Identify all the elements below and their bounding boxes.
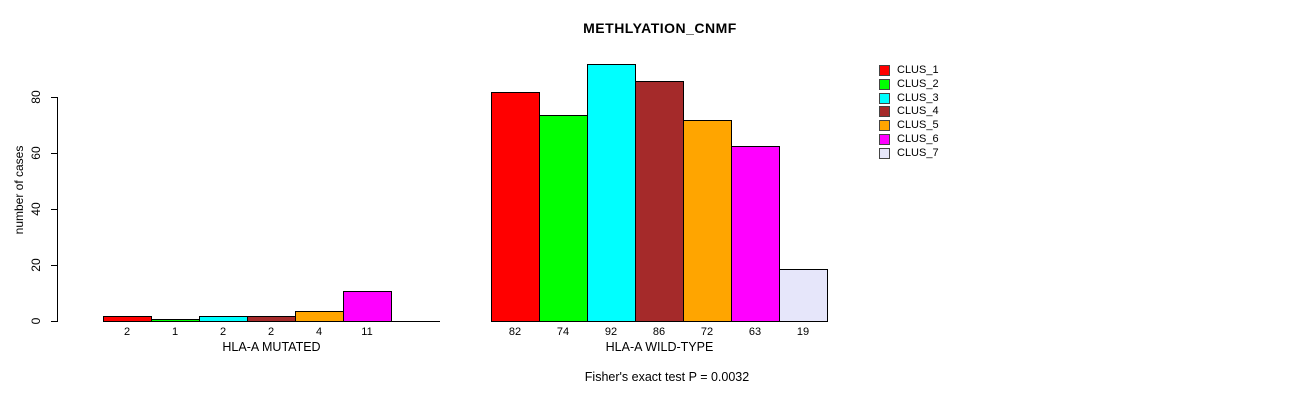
legend-swatch-clus_1 — [879, 65, 890, 76]
bar-value-label: 11 — [361, 326, 373, 338]
y-axis-tick — [51, 209, 57, 210]
legend-label: CLUS_2 — [897, 77, 939, 90]
x-axis-group-label: HLA-A WILD-TYPE — [605, 340, 714, 354]
bar-value-label: 2 — [123, 326, 131, 338]
y-axis-tick — [51, 265, 57, 266]
chart-title: METHLYATION_CNMF — [583, 20, 737, 36]
bar-value-label: 63 — [748, 326, 762, 338]
legend-label: CLUS_1 — [897, 64, 939, 76]
bar-value-label: 1 — [171, 326, 179, 338]
legend-label: CLUS_7 — [897, 146, 939, 159]
bar-value-label: 2 — [267, 326, 275, 338]
legend-label: CLUS_5 — [897, 119, 939, 132]
fisher-test-annotation: Fisher's exact test P = 0.0032 — [584, 370, 750, 384]
legend-swatch-clus_6 — [879, 134, 890, 145]
legend-label: CLUS_4 — [897, 105, 939, 118]
legend-swatch-clus_2 — [879, 78, 890, 90]
legend-label: CLUS_3 — [897, 91, 939, 104]
y-axis-tick — [51, 321, 57, 322]
bar-clus_7 — [779, 269, 828, 322]
legend-swatch-clus_4 — [879, 106, 890, 118]
legend-swatch-clus_5 — [879, 120, 890, 132]
bar-value-label: 86 — [652, 326, 666, 338]
legend-swatch-clus_3 — [879, 92, 890, 104]
bar-value-label: 92 — [604, 326, 618, 338]
bar-value-label: 2 — [219, 326, 227, 338]
legend-label: CLUS_6 — [897, 133, 939, 145]
legend-swatch-clus_7 — [879, 147, 890, 159]
y-axis-line — [57, 97, 58, 322]
y-axis-tick — [51, 153, 57, 154]
bar-clus_6 — [343, 291, 392, 322]
bar-value-label: 72 — [700, 326, 714, 338]
bar-value-label: 4 — [315, 326, 323, 338]
bar-clus_5 — [683, 120, 732, 322]
bar-clus_6 — [731, 146, 780, 322]
bar-clus_1 — [491, 92, 540, 322]
bar-clus_3 — [587, 64, 636, 322]
bar-value-label: 82 — [508, 326, 522, 338]
y-axis-tick — [51, 97, 57, 98]
x-axis-group-label: HLA-A MUTATED — [222, 340, 321, 354]
bar-value-label: 74 — [556, 326, 570, 338]
bar-value-label: 19 — [796, 326, 810, 338]
